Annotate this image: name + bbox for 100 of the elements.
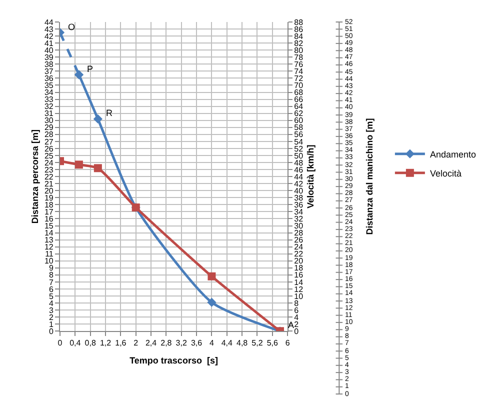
x-tick-label: 5,2 (252, 338, 264, 348)
y-tick-label: 31 (44, 109, 54, 118)
y2-tick-label: 28 (294, 228, 304, 238)
y2-tick-label: 4 (294, 312, 300, 322)
y2-tick-label: 24 (294, 242, 304, 252)
y-tick-label: 28 (44, 130, 54, 140)
y-tick-label: 17 (44, 207, 54, 216)
y-tick-label: 6 (48, 284, 54, 294)
y-tick-label: 22 (44, 172, 54, 182)
y-tick-label: 42 (44, 32, 54, 41)
annotation: P (87, 64, 94, 74)
y-tick-label: 7 (48, 278, 54, 287)
y2-tick-label: 46 (294, 165, 304, 174)
y2-tick-label: 76 (294, 60, 304, 69)
x-tick-label: 3,2 (176, 338, 188, 348)
y-tick-label: 27 (44, 137, 54, 146)
y2-tick-label: 84 (294, 32, 304, 41)
y2-tick-label: 58 (294, 123, 304, 132)
y2-tick-label: 34 (294, 207, 304, 216)
y2-tick-label: 18 (294, 264, 304, 273)
y-tick-label: 32 (44, 102, 54, 112)
y2-tick-label: 38 (294, 193, 304, 202)
y-tick-label: 23 (44, 165, 54, 174)
x-tick-label: 4,4 (221, 338, 233, 348)
y-tick-label: 37 (44, 66, 54, 76)
y-tick-label: 41 (44, 38, 54, 48)
y2-tick-label: 70 (294, 81, 304, 90)
y-tick-label: 40 (44, 46, 54, 55)
y2-tick-label: 36 (294, 200, 304, 210)
y2-tick-label: 48 (294, 158, 304, 168)
y2-tick-label: 10 (294, 292, 304, 301)
y-tick-label: 9 (48, 264, 54, 273)
x-tick-label: 2 (134, 338, 139, 348)
y-tick-label: 13 (44, 236, 54, 245)
y2-tick-label: 6 (294, 306, 300, 315)
y2-tick-label: 74 (294, 66, 304, 76)
y-tick-label: 0 (48, 326, 54, 336)
y-tick-label: 26 (44, 144, 54, 154)
y2-tick-label: 82 (294, 38, 304, 48)
x-tick-label: 4,8 (236, 338, 248, 348)
y-tick-label: 16 (44, 214, 54, 224)
y-tick-label: 24 (44, 158, 54, 168)
y-axis-title: Distanza percorsa [m] (30, 130, 40, 224)
y2-tick-label: 54 (294, 137, 304, 146)
y2-tick-label: 0 (294, 326, 300, 336)
y2-axis-title: Velocità [km/h] (305, 144, 316, 208)
y2-tick-label: 80 (294, 46, 304, 55)
y-tick-label: 29 (44, 123, 54, 132)
legend-label: Andamento (430, 149, 476, 160)
x-tick-label: 1,2 (100, 338, 112, 348)
y-tick-label: 20 (44, 186, 54, 196)
y2-tick-label: 56 (294, 130, 304, 140)
y-tick-label: 3 (48, 306, 54, 315)
y3-axis-title: Distanza dal manichino [m] (364, 118, 375, 235)
y-tick-label: 2 (48, 312, 54, 322)
y2-tick-label: 64 (294, 102, 304, 112)
x-tick-label: 5,6 (266, 338, 279, 348)
x-tick-label: 0 (58, 338, 63, 348)
y-tick-label: 25 (44, 151, 54, 160)
y2-tick-label: 52 (294, 144, 304, 154)
y2-tick-label: 20 (294, 256, 304, 266)
x-tick-label: 6 (285, 338, 290, 348)
y2-tick-label: 88 (294, 18, 304, 27)
y2-tick-label: 16 (294, 270, 304, 280)
y2-tick-label: 30 (294, 222, 304, 231)
x-tick-label: 1,6 (115, 338, 127, 348)
x-tick-label: 2,4 (145, 338, 158, 348)
y-tick-label: 15 (44, 222, 54, 231)
y-tick-label: 43 (44, 24, 54, 34)
y2-tick-label: 60 (294, 116, 304, 126)
y2-tick-label: 42 (294, 179, 304, 188)
y-tick-label: 12 (44, 242, 54, 252)
y2-tick-label: 40 (294, 186, 304, 196)
x-tick-label: 4 (209, 338, 214, 348)
y-tick-label: 34 (44, 88, 54, 98)
y2-tick-label: 68 (294, 88, 304, 98)
y2-tick-label: 2 (294, 320, 300, 329)
y-tick-label: 5 (48, 292, 54, 301)
y-tick-label: 35 (44, 81, 54, 90)
y2-tick-label: 72 (294, 74, 304, 84)
x-tick-label: 2,8 (160, 338, 172, 348)
y-tick-label: 11 (45, 250, 54, 259)
y2-tick-label: 22 (294, 250, 304, 259)
y-tick-label: 8 (48, 270, 54, 280)
y-tick-label: 39 (44, 52, 54, 62)
y-tick-label: 36 (44, 74, 54, 84)
x-tick-label: 0,4 (70, 338, 82, 348)
y-tick-label: 4 (48, 298, 54, 308)
y-tick-label: 18 (44, 200, 54, 210)
annotation: A (288, 320, 294, 330)
y-tick-label: 21 (44, 179, 54, 188)
annotation: O (68, 22, 76, 32)
y2-tick-label: 62 (294, 109, 304, 118)
y-tick-label: 19 (44, 193, 54, 202)
y2-tick-label: 14 (294, 278, 304, 287)
y2-tick-label: 78 (294, 52, 304, 62)
y2-tick-label: 32 (294, 214, 304, 224)
y-tick-label: 14 (44, 228, 54, 238)
y2-tick-label: 44 (294, 172, 304, 182)
y-tick-label: 33 (44, 95, 54, 104)
